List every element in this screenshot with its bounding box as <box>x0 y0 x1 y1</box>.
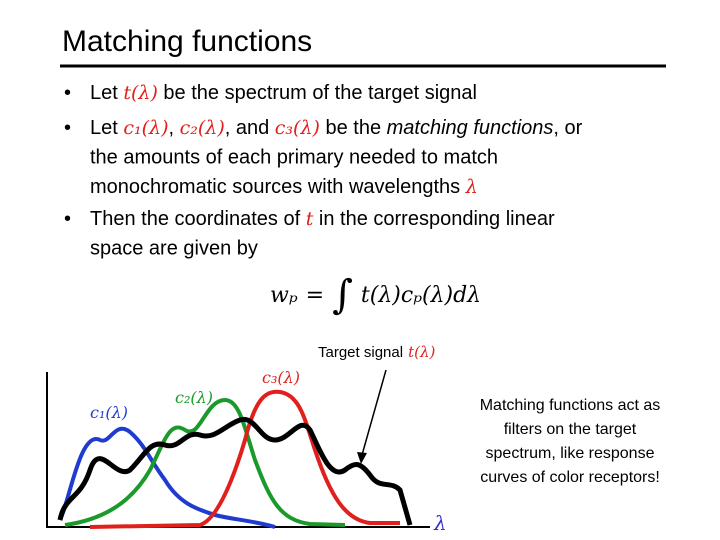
caption-line: filters on the target <box>504 421 637 438</box>
curve-labels: c₁(λ) c₂(λ) c₃(λ) <box>90 368 300 422</box>
equation: wₚ = ∫ t(λ)cₚ(λ)dλ <box>270 272 481 318</box>
curve-label: c₁(λ) <box>90 403 128 422</box>
target-text: Target signal <box>318 344 403 361</box>
text-run: Then the coordinates of <box>90 208 306 230</box>
target-math: t(λ) <box>408 343 435 361</box>
math-text: c₁(λ) <box>123 117 168 139</box>
bullet-line: Then the coordinates of t in the corresp… <box>90 208 555 230</box>
curve-label: c₃(λ) <box>262 368 300 387</box>
bullet-list: • Let t(λ) be the spectrum of the target … <box>64 82 583 260</box>
arrow-head <box>357 452 367 464</box>
bullet-line: Let t(λ) be the spectrum of the target s… <box>90 82 477 104</box>
text-run: , or <box>553 117 582 139</box>
bullet-dot: • <box>64 208 71 230</box>
equation-text: wₚ = ∫ t(λ)cₚ(λ)dλ <box>270 272 481 318</box>
caption-line: spectrum, like response <box>486 445 655 462</box>
bullet-line: Let c₁(λ), c₂(λ), and c₃(λ) be the match… <box>90 117 583 139</box>
equation-part: = <box>306 283 324 308</box>
bullet-line: the amounts of each primary needed to ma… <box>90 147 498 169</box>
caption-line: Matching functions act as <box>480 397 661 414</box>
text-run: monochromatic sources with wavelengths <box>90 176 466 198</box>
target-curve <box>57 416 413 526</box>
math-text: λ <box>465 176 478 198</box>
text-run: the amounts of each primary needed to ma… <box>90 147 498 169</box>
text-run: Let <box>90 117 123 139</box>
text-run: be the spectrum of the target signal <box>158 82 477 104</box>
curve-c1 <box>58 426 276 529</box>
slide-title: Matching functions <box>62 25 312 58</box>
math-text: t <box>306 208 314 230</box>
bullet-line: space are given by <box>90 238 258 260</box>
text-run: in the corresponding linear <box>313 208 555 230</box>
math-text: t(λ) <box>123 82 158 104</box>
math-text: c₃(λ) <box>275 117 320 139</box>
bullet-dot: • <box>64 117 71 139</box>
bullet-line: monochromatic sources with wavelengths λ <box>90 176 478 198</box>
math-text: c₂(λ) <box>180 117 225 139</box>
text-run: space are given by <box>90 238 258 260</box>
pointer-arrow <box>361 369 387 456</box>
text-run: , <box>168 117 179 139</box>
equation-part: ∫ <box>332 272 353 318</box>
caption: Matching functions act as filters on the … <box>480 397 661 486</box>
text-run: , and <box>225 117 275 139</box>
curve-label: c₂(λ) <box>175 388 213 407</box>
text-run: be the <box>320 117 387 139</box>
figure: Target signal t(λ) λ c₁(λ) c₂(λ) c₃(λ) <box>46 343 447 535</box>
equation-part: t(λ)cₚ(λ)dλ <box>361 283 481 308</box>
text-run: matching functions <box>387 117 554 139</box>
equation-part: wₚ <box>270 283 298 308</box>
caption-line: curves of color receptors! <box>480 469 660 486</box>
curve-c2 <box>64 397 346 527</box>
bullet-dot: • <box>64 82 71 104</box>
axis-label: λ <box>433 511 447 535</box>
target-label: Target signal t(λ) <box>318 343 435 361</box>
curve-c3 <box>89 389 400 529</box>
text-run: Let <box>90 82 123 104</box>
